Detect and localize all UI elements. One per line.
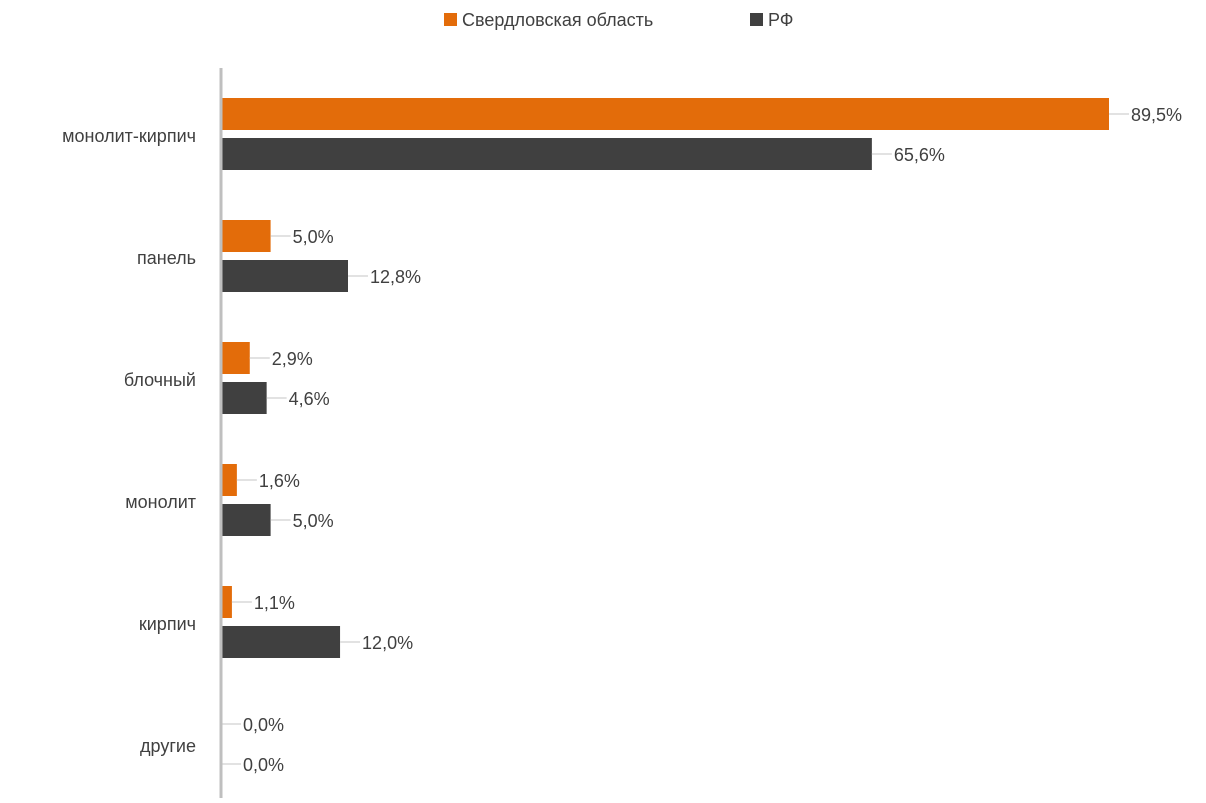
- category-label: кирпич: [139, 614, 196, 634]
- category-label: монолит: [125, 492, 196, 512]
- category-label: другие: [140, 736, 196, 756]
- data-label: 0,0%: [243, 715, 284, 735]
- legend-swatch: [444, 13, 457, 26]
- bar-sverdlovsk: [221, 464, 237, 496]
- bar-rf: [221, 382, 267, 414]
- data-labels-group: 89,5% 65,6% 5,0% 12,8% 2,9% 4,6% 1,6% 5,0% 1,1% 1…: [243, 105, 1182, 775]
- data-label: 0,0%: [243, 755, 284, 775]
- legend-swatch: [750, 13, 763, 26]
- bar-sverdlovsk: [221, 220, 271, 252]
- data-label: 4,6%: [289, 389, 330, 409]
- data-label: 5,0%: [293, 227, 334, 247]
- bar-sverdlovsk: [221, 342, 250, 374]
- category-label: блочный: [124, 370, 196, 390]
- data-label: 1,6%: [259, 471, 300, 491]
- bar-rf: [221, 626, 341, 658]
- data-label: 65,6%: [894, 145, 945, 165]
- legend-label: Свердловская область: [462, 10, 653, 30]
- data-label: 2,9%: [272, 349, 313, 369]
- data-label: 12,0%: [362, 633, 413, 653]
- leader-lines-group: [221, 113, 1129, 765]
- bar-rf: [221, 504, 271, 536]
- legend-item-sverdlovsk: Свердловская область: [444, 10, 653, 30]
- data-label: 12,8%: [370, 267, 421, 287]
- data-label: 1,1%: [254, 593, 295, 613]
- legend: Свердловская область РФ: [444, 10, 794, 30]
- data-label: 5,0%: [293, 511, 334, 531]
- category-label: монолит-кирпич: [62, 126, 196, 146]
- bar-rf: [221, 260, 348, 292]
- category-labels-group: монолит-кирпич панель блочный монолит кирпич…: [62, 126, 196, 756]
- data-label: 89,5%: [1131, 105, 1182, 125]
- category-label: панель: [137, 248, 196, 268]
- legend-label: РФ: [768, 10, 794, 30]
- bar-sverdlovsk: [221, 98, 1109, 130]
- bar-sverdlovsk: [221, 586, 232, 618]
- bar-rf: [221, 138, 872, 170]
- bars-group: [221, 98, 1109, 658]
- legend-item-rf: РФ: [750, 10, 794, 30]
